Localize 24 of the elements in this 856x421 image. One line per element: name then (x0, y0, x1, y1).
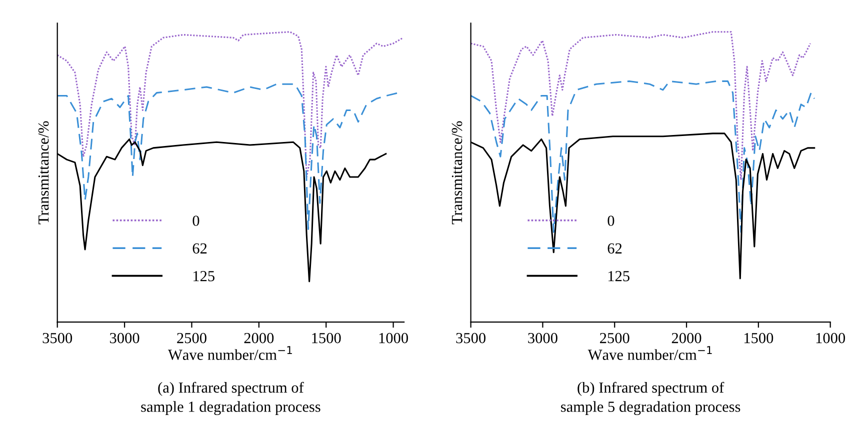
x-tick-label: 1500 (312, 332, 341, 344)
y-axis-title: Transmittance/% (452, 121, 462, 224)
legend-label: 62 (608, 243, 622, 254)
legend-label: 125 (193, 271, 214, 282)
legend-label: 0 (192, 216, 200, 226)
x-axis-title: Wave number/cm$^{−1}$ (168, 346, 292, 360)
x-tick-label: 1500 (744, 332, 774, 344)
x-tick-label: 3000 (110, 332, 140, 344)
x-tick-label: 1000 (379, 332, 408, 344)
x-tick-label: 3500 (42, 332, 72, 344)
x-tick-label: 2000 (244, 332, 274, 344)
x-tick-label: 2000 (672, 332, 702, 344)
legend-label: 125 (608, 271, 630, 282)
text: (a) Infrared spectrum of sample 1 degradation process (141, 382, 320, 416)
x-tick-label: 3500 (456, 332, 486, 344)
y-axis-title: Transmittance/% (38, 121, 49, 224)
x-axis-title: Wave number/cm$^{−1}$ (588, 346, 712, 360)
x-tick-label: 2500 (600, 332, 630, 344)
x-tick-label: 1000 (816, 332, 846, 344)
x-tick-label: 3000 (528, 332, 558, 344)
text: (b) Infrared spectrum of sample 5 degradation process (561, 382, 740, 416)
x-tick-label: 2500 (177, 332, 206, 344)
legend-label: 0 (608, 216, 614, 226)
legend-label: 62 (192, 243, 207, 254)
